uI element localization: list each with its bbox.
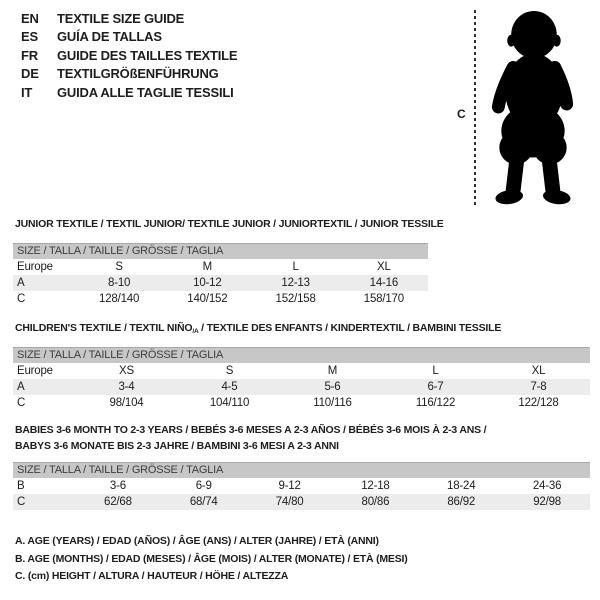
lang-row-fr: FR GUIDE DES TAILLES TEXTILE	[21, 46, 238, 65]
lang-code: IT	[21, 84, 33, 100]
cell: 68/74	[189, 496, 218, 508]
table-row: A 8-10 10-12 12-13 14-16	[13, 275, 428, 291]
cell: 18-24	[447, 480, 476, 492]
cell: XS	[119, 365, 134, 377]
table-row: Europe XS S M L XL	[13, 363, 590, 379]
babies-section-title: BABIES 3-6 MONTH TO 2-3 YEARS / BEBÉS 3-…	[15, 423, 487, 454]
lang-code: ES	[21, 29, 38, 45]
cell: XL	[377, 261, 391, 273]
children-section-title: CHILDREN'S TEXTILE / TEXTIL NIÑO/A / TEX…	[15, 321, 501, 339]
table-row: C 128/140 140/152 152/158 158/170	[13, 291, 428, 307]
note-a: A. AGE (YEARS) / EDAD (AÑOS) / ÂGE (ANS)…	[15, 535, 379, 547]
row-label: A	[17, 381, 25, 393]
cell: M	[327, 365, 338, 377]
cell: 158/170	[363, 293, 404, 305]
children-title-part2: / TEXTILE DES ENFANTS / KINDERTEXTIL / B…	[198, 322, 502, 334]
lang-row-en: EN TEXTILE SIZE GUIDE	[21, 9, 237, 28]
guide-title-en: TEXTILE SIZE GUIDE	[57, 10, 185, 26]
legend-notes: A. AGE (YEARS) / EDAD (AÑOS) / ÂGE (ANS)…	[15, 533, 408, 586]
cell: 104/110	[209, 397, 250, 409]
babies-title-line1: BABIES 3-6 MONTH TO 2-3 YEARS / BEBÉS 3-…	[15, 424, 487, 436]
cell: 12-13	[281, 277, 310, 289]
row-label: C	[17, 397, 26, 409]
cell: L	[432, 365, 439, 377]
junior-size-header-bar: SIZE / TALLA / TAILLE / GRÖSSE / TAGLIA	[13, 243, 428, 259]
note-b: B. AGE (MONTHS) / EDAD (MESES) / ÂGE (MO…	[15, 552, 408, 565]
guide-title-fr: GUIDE DES TAILLES TEXTILE	[57, 47, 238, 63]
cell: 14-16	[369, 277, 399, 289]
cell: 140/152	[187, 293, 228, 305]
lang-code: DE	[21, 66, 39, 82]
lang-code: EN	[21, 10, 39, 26]
cell: 98/104	[109, 397, 144, 409]
cell: 4-5	[221, 381, 238, 393]
cell: 6-9	[195, 480, 212, 492]
cell: M	[202, 261, 213, 273]
junior-size-table: SIZE / TALLA / TAILLE / GRÖSSE / TAGLIA …	[13, 243, 428, 307]
note-c: C. (cm) HEIGHT / ALTURA / HAUTEUR / HÖHE…	[15, 570, 289, 582]
cell: 8-10	[108, 277, 131, 289]
table-row: A 3-4 4-5 5-6 6-7 7-8	[13, 379, 590, 395]
guide-title-de: TEXTILGRÖßENFÜHRUNG	[57, 66, 219, 82]
cell: 122/128	[518, 397, 559, 409]
babies-title-line2: BABYS 3-6 MONATE BIS 2-3 JAHRE / BAMBINI…	[15, 439, 339, 452]
cell: 5-6	[324, 381, 341, 393]
table-row: Europe S M L XL	[13, 259, 428, 275]
cell: 92/98	[533, 496, 561, 508]
row-label: A	[17, 277, 25, 289]
cell: S	[225, 365, 234, 377]
height-measure-label: C	[457, 107, 466, 121]
cell: 116/122	[415, 397, 456, 409]
junior-section-title: JUNIOR TEXTILE / TEXTIL JUNIOR/ TEXTILE …	[15, 218, 444, 230]
row-label: C	[17, 496, 26, 508]
guide-title-es: GUÍA DE TALLAS	[57, 29, 162, 45]
row-label: Europe	[17, 365, 53, 377]
cell: 86/92	[447, 496, 476, 508]
children-title-subscript: /A	[192, 327, 199, 335]
babies-size-header-bar: SIZE / TALLA / TAILLE / GRÖSSE / TAGLIA	[13, 462, 590, 478]
cell: S	[115, 261, 123, 273]
children-size-table: SIZE / TALLA / TAILLE / GRÖSSE / TAGLIA …	[13, 347, 590, 411]
language-title-list: EN TEXTILE SIZE GUIDE ES GUÍA DE TALLAS …	[21, 9, 238, 102]
row-label: Europe	[17, 261, 53, 273]
table-row: C 62/68 68/74 74/80 80/86 86/92 92/98	[13, 494, 590, 510]
cell: 6-7	[427, 381, 444, 393]
cell: 80/86	[361, 496, 390, 508]
cell: 9-12	[278, 480, 301, 492]
lang-code: FR	[21, 47, 38, 63]
baby-silhouette-icon	[491, 10, 574, 205]
cell: 24-36	[532, 480, 562, 492]
cell: 7-8	[530, 381, 547, 393]
table-row: B 3-6 6-9 9-12 12-18 18-24 24-36	[13, 478, 590, 494]
cell: 110/116	[313, 397, 352, 409]
cell: 128/140	[99, 293, 140, 305]
guide-title-it: GUIDA ALLE TAGLIE TESSILI	[57, 84, 234, 100]
children-size-header-bar: SIZE / TALLA / TAILLE / GRÖSSE / TAGLIA	[13, 347, 590, 363]
cell: 12-18	[361, 480, 390, 492]
table-row: C 98/104 104/110 110/116 116/122 122/128	[13, 395, 590, 411]
cell: L	[292, 261, 299, 273]
cell: 10-12	[193, 277, 222, 289]
cell: 152/158	[275, 293, 316, 305]
lang-row-it: IT GUIDA ALLE TAGLIE TESSILI	[21, 83, 237, 102]
lang-row-de: DE TEXTILGRÖßENFÜHRUNG	[21, 65, 237, 84]
cell: 74/80	[275, 496, 304, 508]
cell: 3-4	[118, 381, 135, 393]
cell: 3-6	[109, 480, 126, 492]
height-measure-dashed-line	[474, 10, 476, 208]
row-label: C	[17, 293, 26, 305]
row-label: B	[17, 480, 25, 492]
babies-size-table: SIZE / TALLA / TAILLE / GRÖSSE / TAGLIA …	[13, 462, 590, 510]
lang-row-es: ES GUÍA DE TALLAS	[21, 28, 237, 47]
cell: XL	[531, 365, 546, 377]
cell: 62/68	[104, 496, 132, 508]
children-title-part1: CHILDREN'S TEXTILE / TEXTIL NIÑO	[15, 322, 193, 334]
